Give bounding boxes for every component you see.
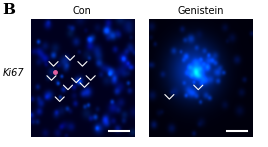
Text: Con: Con: [73, 6, 92, 16]
Text: Ki67: Ki67: [3, 69, 24, 78]
Text: Genistein: Genistein: [177, 6, 224, 16]
Text: B: B: [3, 3, 16, 17]
